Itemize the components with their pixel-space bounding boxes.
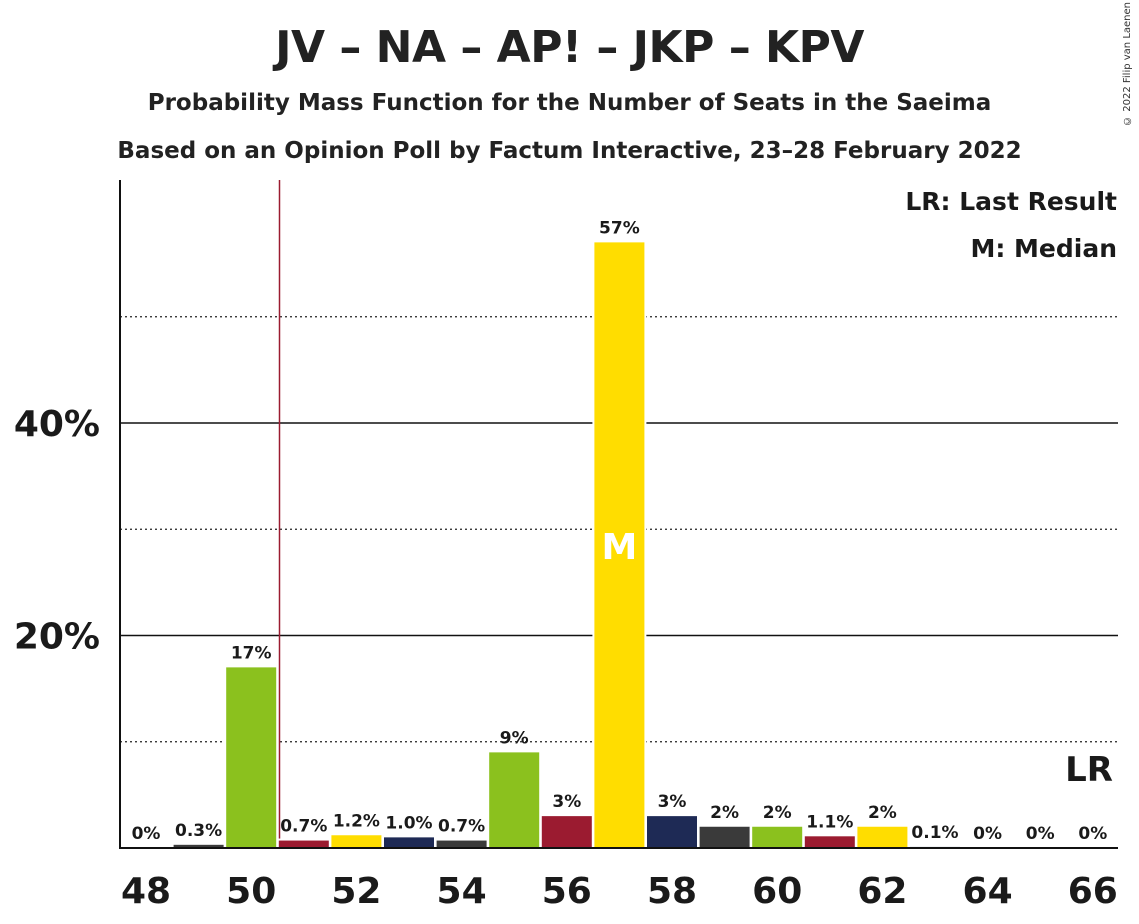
legend-last-result: LR: Last Result: [905, 187, 1117, 216]
bar-value-label: 0%: [132, 824, 161, 844]
bar: [173, 844, 224, 848]
bar-value-label: 1.1%: [806, 812, 853, 832]
bar-gap: [908, 844, 962, 848]
legend-median: M: Median: [970, 234, 1117, 263]
bar-value-label: 0.7%: [438, 817, 485, 837]
bar: [489, 752, 540, 848]
bar-value-label: 1.0%: [385, 813, 432, 833]
x-tick-label: 50: [226, 871, 276, 912]
bar: [541, 816, 592, 848]
bar: [699, 826, 750, 848]
bar-value-label: 57%: [599, 218, 640, 238]
chart-title: JV – NA – AP! – JKP – KPV: [275, 22, 864, 73]
x-tick-label: 56: [542, 871, 592, 912]
bar-value-label: 9%: [500, 728, 529, 748]
bar-value-label: 17%: [231, 643, 272, 663]
bar-value-label: 0.7%: [280, 817, 327, 837]
bar-value-label: 1.2%: [333, 811, 380, 831]
bar: [226, 667, 277, 848]
bar-value-label: 2%: [868, 803, 897, 823]
x-tick-label: 58: [647, 871, 697, 912]
bar: [331, 835, 382, 848]
chart-subtitle-source: Based on an Opinion Poll by Factum Inter…: [117, 138, 1022, 164]
x-tick-label: 64: [963, 871, 1013, 912]
bar: [752, 826, 803, 848]
y-tick-label: 40%: [14, 404, 100, 445]
bar: [594, 242, 645, 848]
bar-value-label: 0.1%: [911, 823, 958, 843]
x-tick-label: 66: [1068, 871, 1118, 912]
x-tick-label: 52: [331, 871, 381, 912]
bar-value-label: 3%: [552, 792, 581, 812]
bar: [804, 836, 855, 848]
chart-subtitle: Probability Mass Function for the Number…: [147, 90, 992, 116]
y-tick-label: 20%: [14, 617, 100, 658]
bar: [278, 840, 329, 848]
x-tick-label: 48: [121, 871, 171, 912]
bar: [647, 816, 697, 848]
bar-value-label: 3%: [658, 792, 687, 812]
bar-value-label: 0%: [1026, 824, 1055, 844]
bar: [436, 840, 487, 848]
bar-value-label: 2%: [710, 803, 739, 823]
last-result-marker: LR: [1065, 750, 1113, 790]
bar-value-label: 0.3%: [175, 821, 222, 841]
x-tick-label: 62: [857, 871, 907, 912]
median-marker: M: [601, 527, 637, 568]
x-tick-label: 60: [752, 871, 802, 912]
bar-value-label: 2%: [763, 803, 792, 823]
bar-value-label: 0%: [973, 824, 1002, 844]
x-tick-label: 54: [437, 871, 487, 912]
bar: [857, 826, 908, 848]
bar-value-label: 0%: [1078, 824, 1107, 844]
bar: [384, 837, 434, 848]
